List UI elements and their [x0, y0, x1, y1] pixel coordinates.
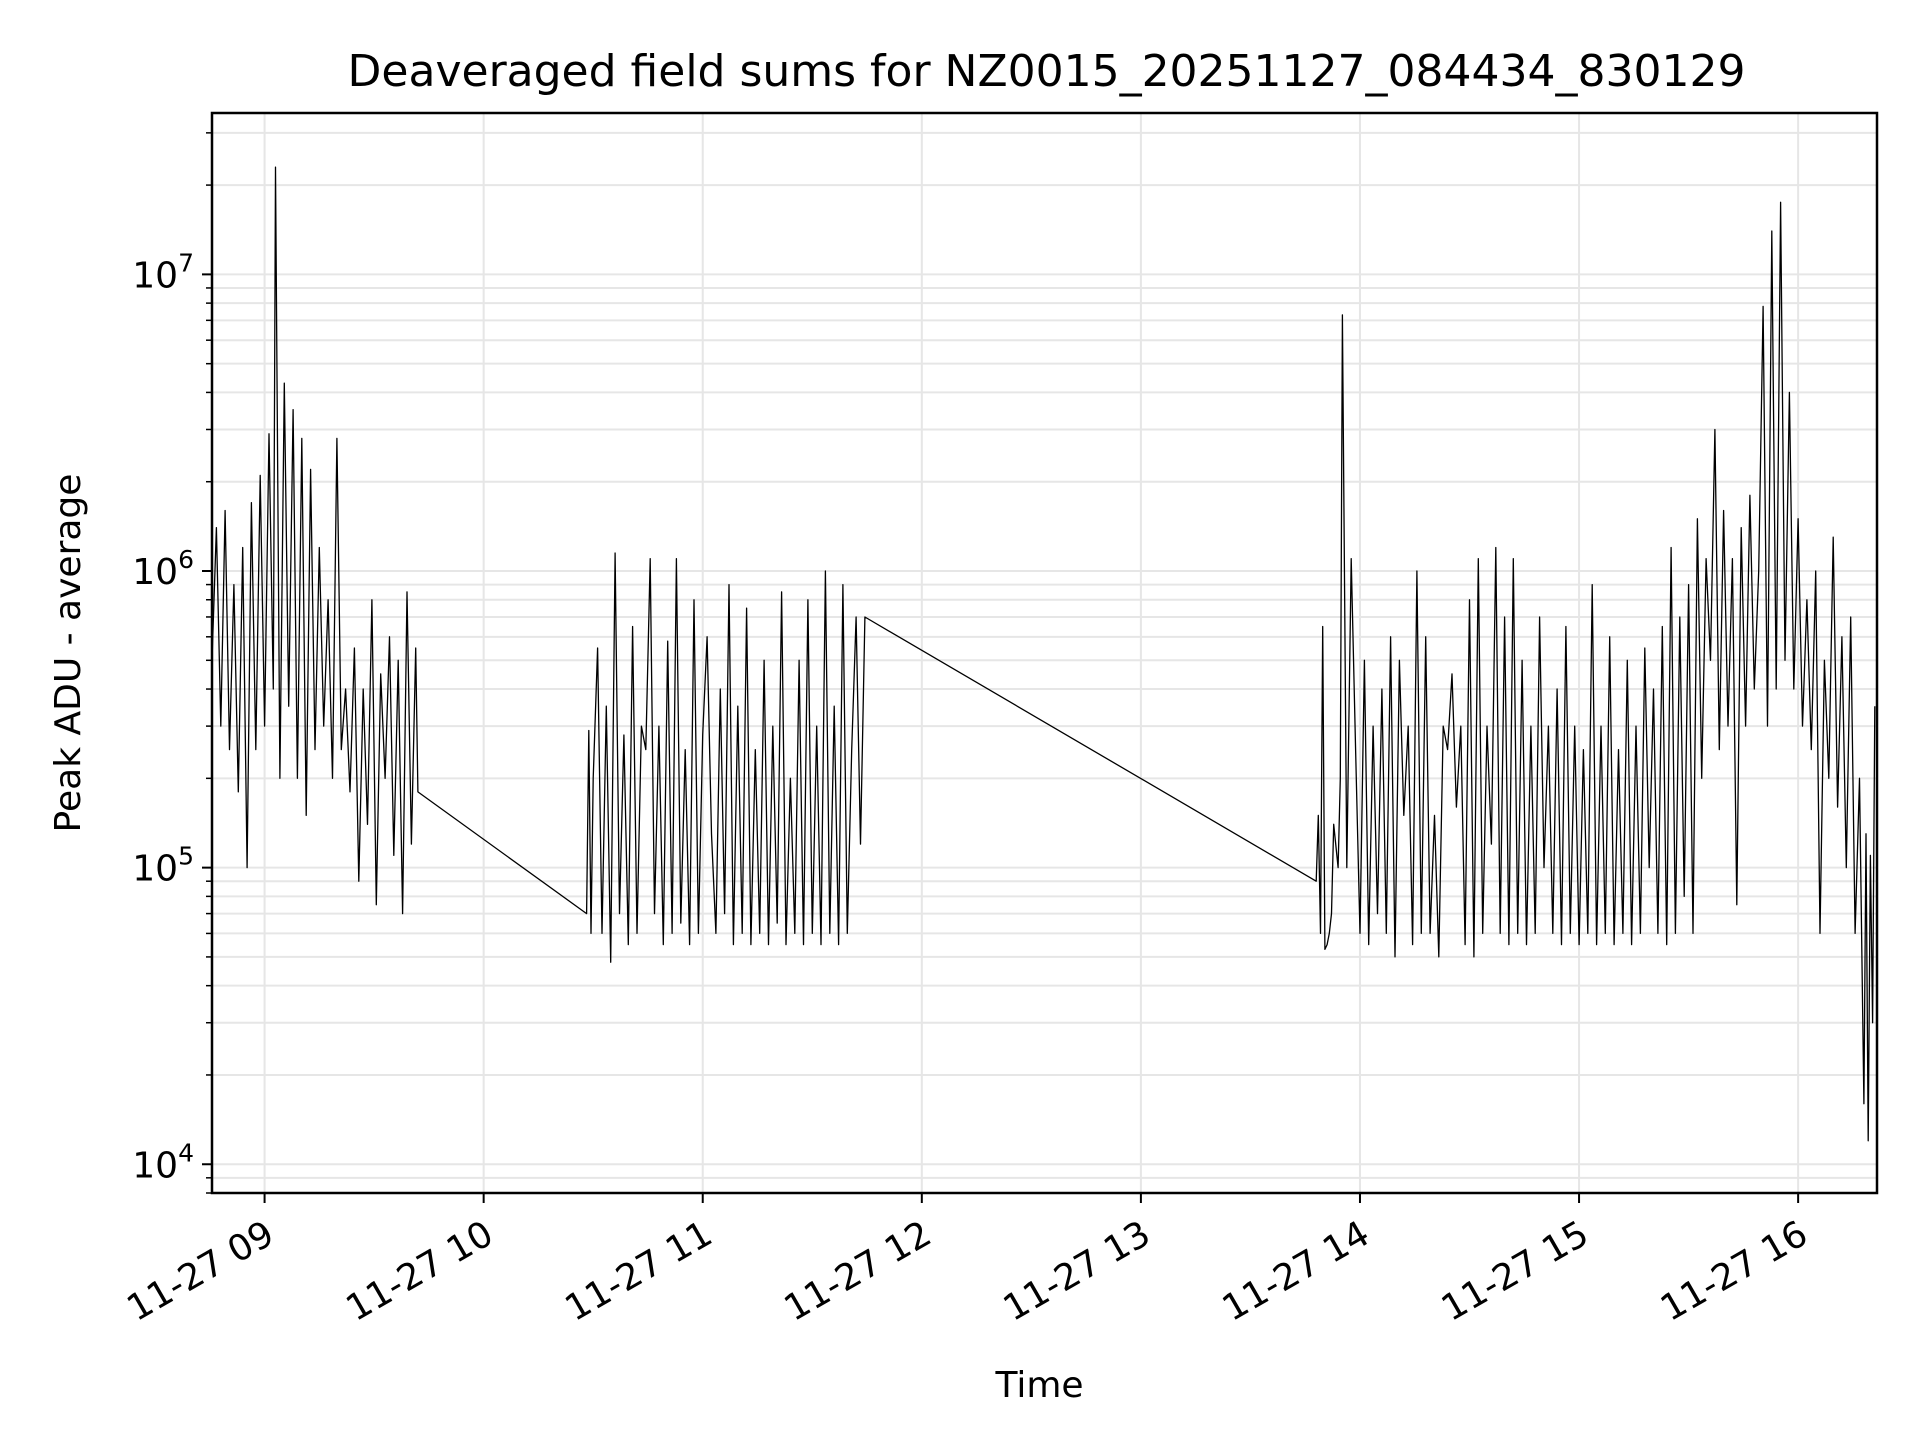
y-tick-label: 105 — [132, 842, 194, 890]
series-layer — [211, 166, 1876, 1142]
y-axis-label: Peak ADU - average — [48, 474, 89, 833]
y-tick-label: 104 — [132, 1138, 194, 1186]
y-tick-label: 106 — [132, 545, 194, 593]
plot-frame — [210, 111, 1879, 1195]
grid — [212, 113, 1877, 1194]
y-tick-label: 107 — [132, 248, 194, 296]
chart-title: Deaveraged field sums for NZ0015_2025112… — [348, 46, 1746, 97]
x-axis-label: Time — [994, 1365, 1083, 1406]
series-line — [211, 166, 1876, 1142]
